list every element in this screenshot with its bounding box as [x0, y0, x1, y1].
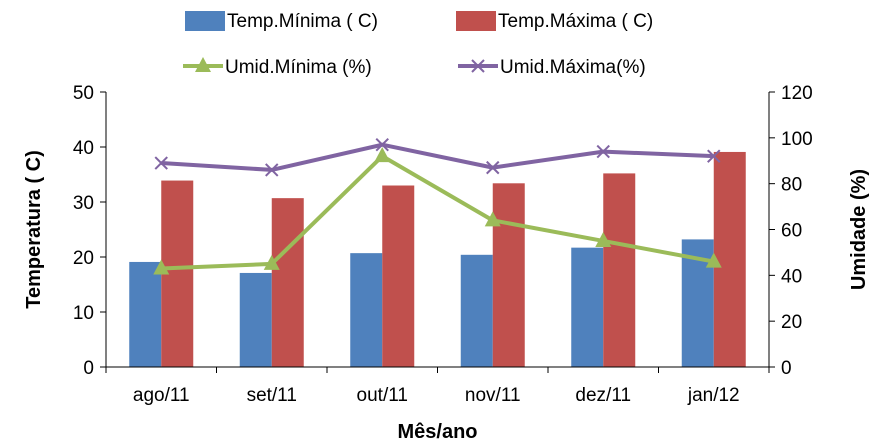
y2-tick-label: 20 [781, 312, 802, 333]
legend-item: Umid.Máxima(%) [458, 57, 646, 78]
point-umid-maxima [154, 156, 168, 170]
bars [129, 151, 746, 367]
x-tick-label: nov/11 [465, 385, 521, 406]
bar-temp-minima [239, 272, 272, 367]
point-umid-minima [484, 211, 501, 227]
legend-item: Umid.Mínima (%) [183, 57, 372, 78]
lines [153, 138, 722, 275]
bar-temp-maxima [492, 183, 525, 367]
point-umid-minima [263, 254, 280, 270]
point-umid-maxima [486, 160, 500, 175]
x-axis-title: Mês/ano [397, 421, 477, 443]
y-tick-label: 30 [73, 193, 94, 214]
bar-temp-minima [571, 247, 604, 367]
y-tick-label: 0 [83, 358, 94, 379]
bar-temp-maxima [603, 173, 636, 367]
bar-temp-maxima [382, 185, 415, 367]
line-umid-maxima [161, 142, 714, 172]
line-umid-minima [161, 154, 715, 271]
x-tick-label: jan/12 [687, 385, 740, 406]
x-tick-label: ago/11 [133, 385, 190, 406]
y-tick-label: 40 [73, 138, 94, 159]
legend-label: Temp.Máxima ( C) [498, 11, 653, 32]
legend-swatch [185, 11, 225, 31]
x-tick-label: out/11 [357, 385, 408, 406]
point-umid-minima [595, 231, 612, 247]
point-umid-minima [705, 252, 722, 268]
y2-tick-label: 80 [781, 175, 802, 196]
point-umid-maxima [265, 163, 279, 177]
point-umid-minima [374, 147, 391, 163]
y-tick-label: 20 [73, 248, 94, 269]
bar-temp-minima [350, 253, 383, 367]
y2-tick-label: 0 [781, 358, 792, 379]
legend-item: Temp.Mínima ( C) [185, 11, 378, 32]
point-umid-minima [153, 259, 170, 275]
y-tick-label: 50 [73, 83, 94, 104]
point-umid-maxima [707, 149, 721, 163]
bar-temp-minima [129, 261, 162, 367]
y2-tick-label: 40 [781, 266, 802, 287]
x-tick-label: set/11 [247, 385, 297, 406]
y2-tick-label: 120 [781, 83, 813, 104]
legend-label: Temp.Mínima ( C) [227, 11, 378, 32]
y2-tick-label: 100 [781, 129, 813, 150]
axes: 0 10 20 30 40 50 0 20 40 60 80 100 120 ago/11 set/11 ou… [73, 83, 813, 406]
bar-temp-minima [460, 254, 493, 367]
bar-temp-maxima [271, 198, 304, 367]
legend-label: Umid.Máxima(%) [500, 57, 646, 78]
point-umid-maxima [596, 144, 610, 159]
point-umid-maxima [375, 138, 389, 152]
y2-axis-title: Umidade (%) [848, 169, 870, 290]
legend-item: Temp.Máxima ( C) [456, 11, 653, 32]
legend: Temp.Mínima ( C) Temp.Máxima ( C) Umid.Mín… [183, 11, 653, 78]
legend-swatch [456, 11, 496, 31]
x-tick-label: dez/11 [575, 385, 631, 406]
y-axis-title: Temperatura ( C) [23, 150, 45, 309]
y-tick-label: 10 [73, 303, 94, 324]
bar-temp-maxima [713, 151, 746, 367]
legend-label: Umid.Mínima (%) [225, 57, 372, 78]
y2-tick-label: 60 [781, 221, 802, 242]
